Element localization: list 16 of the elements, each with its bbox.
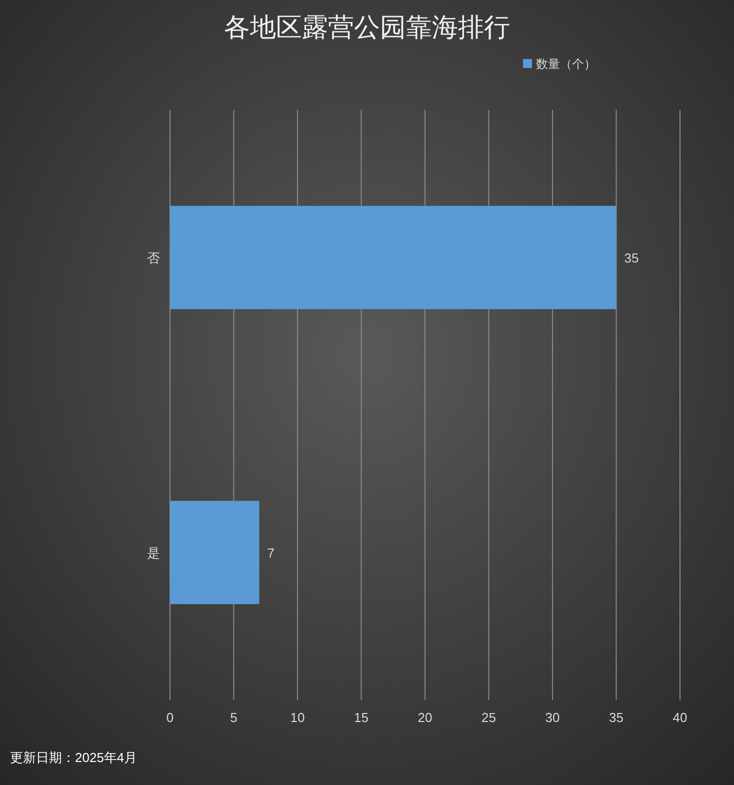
legend-label: 数量（个） [536, 57, 596, 71]
x-tick-label: 30 [545, 710, 560, 725]
x-tick-label: 5 [230, 710, 238, 725]
x-tick-label: 10 [290, 710, 305, 725]
text: 更新日期：2025年4月 [10, 750, 138, 765]
y-tick-label: 否 [147, 250, 160, 266]
x-tick-label: 25 [482, 710, 496, 725]
data-label: 35 [624, 250, 639, 266]
data-label: 7 [267, 546, 274, 560]
x-tick-label: 20 [418, 710, 432, 725]
y-tick-label: 是 [147, 546, 160, 560]
x-tick-label: 0 [166, 710, 174, 725]
x-tick-label: 15 [354, 710, 368, 725]
x-tick-label: 35 [609, 710, 624, 725]
chart-title: 各地区露营公园靠海排行 [224, 12, 510, 42]
x-tick-label: 40 [672, 710, 688, 725]
